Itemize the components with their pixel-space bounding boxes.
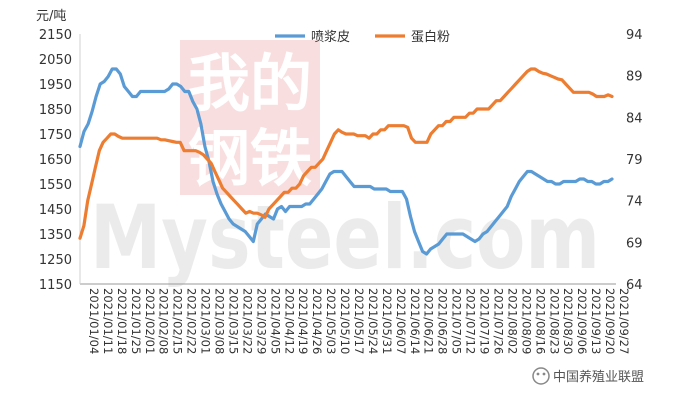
y-right-tick-label: 79	[626, 153, 643, 168]
x-tick-label: 2021/08/02	[505, 288, 519, 354]
series-line-spray-hide	[78, 67, 614, 256]
x-tick-label: 2021/05/31	[380, 288, 394, 354]
y-right-tick-label: 69	[626, 236, 643, 251]
x-tick-label: 2021/04/12	[282, 288, 296, 354]
x-tick-label: 2021/07/19	[478, 288, 492, 354]
y-left-tick-label: 1650	[39, 153, 72, 168]
y-left-tick-label: 2050	[39, 53, 72, 68]
y-left-tick-label: 1350	[39, 228, 72, 243]
y-right-tick-label: 89	[626, 70, 643, 85]
x-axis-ticks: 2021/01/04 2021/01/11 2021/01/18 2021/01/25…	[87, 288, 631, 354]
x-tick-label: 2021/01/11	[101, 288, 115, 354]
x-tick-label: 2021/03/15	[227, 288, 241, 354]
x-tick-label: 2021/07/12	[464, 288, 478, 354]
x-tick-label: 2021/05/03	[324, 288, 338, 354]
x-tick-label: 2021/09/20	[603, 288, 617, 354]
y-axis-right-ticks: 64 69 74 79 84 89 94	[626, 28, 643, 293]
y-left-tick-label: 1150	[39, 278, 72, 293]
x-tick-label: 2021/06/07	[394, 288, 408, 354]
legend-label: 喷浆皮	[311, 30, 350, 45]
x-tick-label: 2021/04/19	[296, 288, 310, 354]
x-tick-label: 2021/05/10	[338, 288, 352, 354]
y-left-tick-label: 1250	[39, 253, 72, 268]
x-tick-label: 2021/08/09	[519, 288, 533, 354]
x-tick-label: 2021/05/24	[366, 288, 380, 354]
x-tick-label: 2021/05/17	[352, 288, 366, 354]
y-axis-left-ticks: 1150 1250 1350 1450 1550 1650 1750 1850 1950 2050…	[39, 28, 72, 293]
x-tick-label: 2021/06/28	[436, 288, 450, 354]
x-tick-label: 2021/02/22	[185, 288, 199, 354]
x-tick-label: 2021/09/27	[617, 288, 631, 354]
wechat-icon-dot-2	[542, 372, 546, 376]
x-tick-label: 2021/07/05	[450, 288, 464, 354]
series-layer	[78, 67, 614, 256]
x-tick-label: 2021/07/26	[492, 288, 506, 354]
x-tick-label: 2021/04/05	[268, 288, 282, 354]
y-left-tick-label: 1750	[39, 128, 72, 143]
y-left-tick-label: 1950	[39, 78, 72, 93]
x-tick-label: 2021/02/15	[171, 288, 185, 354]
y-left-tick-label: 1850	[39, 103, 72, 118]
y-right-tick-label: 84	[626, 111, 643, 126]
legend-label: 蛋白粉	[411, 29, 450, 45]
watermark-text-line1: 我的	[188, 47, 312, 120]
x-tick-label: 2021/06/21	[422, 288, 436, 354]
y-right-tick-label: 94	[626, 28, 643, 43]
x-tick-label: 2021/03/01	[199, 288, 213, 354]
x-tick-label: 2021/08/30	[561, 288, 575, 354]
x-tick-label: 2021/03/29	[254, 288, 268, 354]
y-left-tick-label: 1550	[39, 178, 72, 193]
y-right-tick-label: 74	[626, 195, 643, 210]
x-tick-label: 2021/01/25	[129, 288, 143, 354]
x-tick-label: 2021/08/16	[533, 288, 547, 354]
x-tick-label: 2021/08/23	[547, 288, 561, 354]
x-tick-label: 2021/04/26	[310, 288, 324, 354]
x-tick-label: 2021/09/06	[575, 288, 589, 354]
x-tick-label: 2021/02/01	[143, 288, 157, 354]
x-tick-label: 2021/09/13	[589, 288, 603, 354]
source-note-text: 中国养殖业联盟	[553, 369, 644, 385]
source-note: 中国养殖业联盟	[532, 367, 644, 385]
x-tick-label: 2021/02/08	[157, 288, 171, 354]
wechat-icon-dot	[536, 372, 540, 376]
x-tick-label: 2021/03/22	[240, 288, 254, 354]
x-tick-label: 2021/06/14	[408, 288, 422, 354]
watermark-brand: Mysteel.com	[90, 186, 600, 289]
y-axis-unit-label: 元/吨	[36, 9, 66, 24]
y-left-tick-label: 1450	[39, 203, 72, 218]
series-line-protein-powder	[78, 67, 614, 240]
watermark: 我的 钢铁 Mysteel.com	[90, 40, 600, 289]
x-tick-label: 2021/03/08	[213, 288, 227, 354]
watermark-box-1	[180, 40, 320, 120]
legend: 喷浆皮 蛋白粉	[275, 29, 450, 45]
y-right-tick-label: 64	[626, 278, 643, 293]
x-tick-label: 2021/01/18	[115, 288, 129, 354]
x-tick-label: 2021/01/04	[87, 288, 101, 354]
wechat-icon	[532, 367, 550, 385]
y-left-tick-label: 2150	[39, 28, 72, 43]
